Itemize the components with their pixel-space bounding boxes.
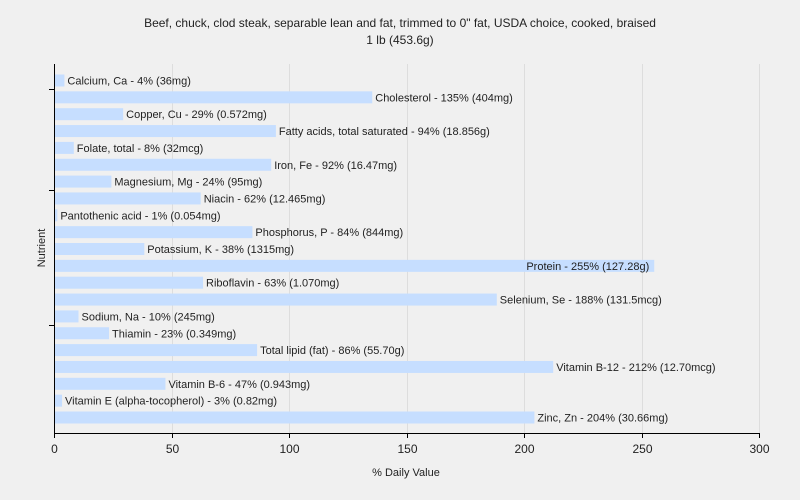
bar bbox=[55, 91, 373, 104]
bar-label: Riboflavin - 63% (1.070mg) bbox=[206, 278, 339, 290]
bars: Calcium, Ca - 4% (36mg) Cholesterol - 135… bbox=[55, 74, 716, 425]
bar bbox=[55, 175, 112, 188]
bar-label: Cholesterol - 135% (404mg) bbox=[375, 92, 513, 104]
bar bbox=[55, 394, 63, 407]
bar-label: Thiamin - 23% (0.349mg) bbox=[112, 328, 236, 340]
bar-label: Calcium, Ca - 4% (36mg) bbox=[67, 76, 190, 88]
bar-label: Sodium, Na - 10% (245mg) bbox=[82, 311, 215, 323]
chart-subtitle: 1 lb (453.6g) bbox=[366, 33, 433, 47]
bar-label: Phosphorus, P - 84% (844mg) bbox=[255, 227, 403, 239]
bar bbox=[55, 192, 201, 205]
bar-label: Vitamin B-12 - 212% (12.70mcg) bbox=[556, 362, 715, 374]
bar-label: Zinc, Zn - 204% (30.66mg) bbox=[537, 413, 668, 425]
x-tick-label: 200 bbox=[514, 442, 534, 456]
bar-label: Protein - 255% (127.28g) bbox=[526, 261, 649, 273]
axes bbox=[49, 64, 759, 434]
bar-label: Vitamin B-6 - 47% (0.943mg) bbox=[168, 379, 310, 391]
bar-label: Niacin - 62% (12.465mg) bbox=[204, 193, 326, 205]
bar bbox=[55, 327, 110, 340]
chart-title: Beef, chuck, clod steak, separable lean … bbox=[144, 16, 656, 30]
x-tick-label: 250 bbox=[632, 442, 652, 456]
bar bbox=[55, 344, 258, 357]
y-axis-title: Nutrient bbox=[36, 229, 48, 268]
bar bbox=[55, 276, 204, 289]
bar-label: Potassium, K - 38% (1315mg) bbox=[147, 244, 294, 256]
bar-label: Copper, Cu - 29% (0.572mg) bbox=[126, 109, 267, 121]
x-tick-label: 0 bbox=[51, 442, 58, 456]
bar-label: Magnesium, Mg - 24% (95mg) bbox=[114, 177, 262, 189]
bar bbox=[55, 259, 655, 272]
bar bbox=[55, 360, 554, 373]
bar bbox=[55, 293, 497, 306]
bar bbox=[55, 310, 79, 323]
bar bbox=[55, 74, 65, 87]
bar bbox=[55, 209, 58, 222]
x-tick-label: 300 bbox=[749, 442, 769, 456]
bar-label: Folate, total - 8% (32mcg) bbox=[77, 143, 204, 155]
bar-label: Fatty acids, total saturated - 94% (18.8… bbox=[279, 126, 490, 138]
x-tick-label: 100 bbox=[279, 442, 299, 456]
bar bbox=[55, 377, 166, 390]
x-tick-label: 50 bbox=[166, 442, 180, 456]
bar-label: Selenium, Se - 188% (131.5mcg) bbox=[500, 295, 662, 307]
bar-label: Total lipid (fat) - 86% (55.70g) bbox=[260, 345, 404, 357]
bar bbox=[55, 108, 124, 121]
bar bbox=[55, 125, 276, 138]
x-axis-title: % Daily Value bbox=[372, 467, 440, 479]
bar-label: Pantothenic acid - 1% (0.054mg) bbox=[60, 210, 220, 222]
x-ticks: 0 50 100 150 200 250 300 bbox=[51, 433, 770, 456]
bar bbox=[55, 226, 253, 239]
bar bbox=[55, 141, 74, 154]
bar bbox=[55, 243, 145, 255]
bar-label: Iron, Fe - 92% (16.47mg) bbox=[274, 160, 397, 172]
bar-label: Vitamin E (alpha-tocopherol) - 3% (0.82m… bbox=[65, 396, 277, 408]
bar bbox=[55, 411, 535, 424]
bar bbox=[55, 158, 272, 171]
x-tick-label: 150 bbox=[397, 442, 417, 456]
